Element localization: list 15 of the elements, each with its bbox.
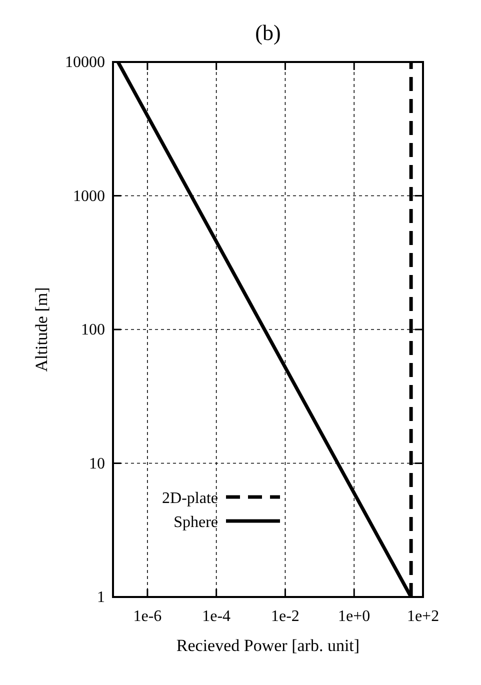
y-tick-label: 10 <box>89 455 105 472</box>
x-tick-label: 1e-6 <box>133 608 162 625</box>
chart-title: (b) <box>255 20 281 45</box>
legend-label: 2D-plate <box>162 490 218 507</box>
legend-label: Sphere <box>174 514 218 531</box>
x-axis-title: Recieved Power [arb. unit] <box>176 636 360 655</box>
x-tick-label: 1e-4 <box>202 608 231 625</box>
y-tick-label: 1000 <box>73 188 105 205</box>
y-tick-label: 1 <box>97 589 105 606</box>
x-tick-label: 1e-2 <box>271 608 300 625</box>
y-axis-title: Altitude [m] <box>32 287 51 372</box>
x-tick-label: 1e+0 <box>338 608 370 625</box>
y-tick-label: 100 <box>81 322 105 338</box>
y-tick-label: 10000 <box>65 54 105 71</box>
x-tick-label: 1e+2 <box>406 608 440 625</box>
